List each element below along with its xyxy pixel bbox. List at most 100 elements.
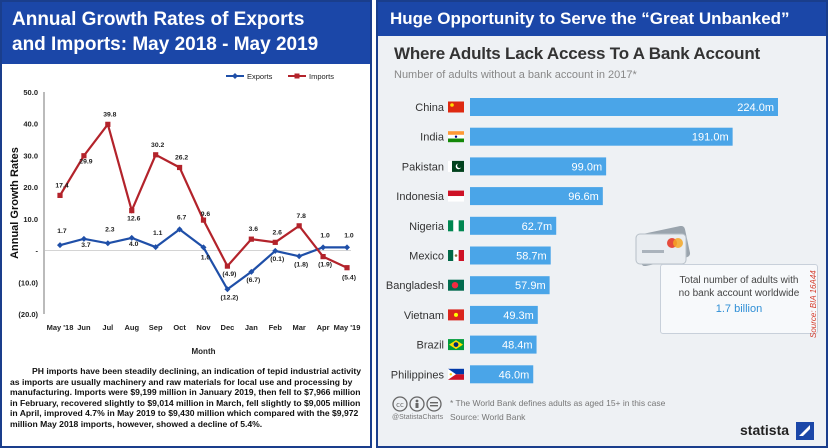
bar-chart-subtitle: Number of adults without a bank account …: [394, 69, 637, 81]
bar-value-label: 58.7m: [516, 251, 547, 263]
bar-value-label: 62.7m: [522, 221, 553, 233]
y-tick-label: 10.0: [23, 215, 38, 224]
y-tick-label: 40.0: [23, 120, 38, 129]
import-point: [344, 265, 350, 271]
export-point: [224, 286, 231, 293]
data-label: (4.9): [222, 271, 236, 278]
philippines-flag-icon: [448, 368, 464, 380]
export-point: [320, 244, 327, 251]
data-label: 1.0: [320, 232, 330, 239]
bar-category-label: Pakistan: [402, 161, 444, 173]
x-tick-label: Aug: [124, 323, 139, 332]
statista-infographic: Where Adults Lack Access To A Bank Accou…: [378, 36, 826, 446]
right-header: Huge Opportunity to Serve the “Great Unb…: [378, 2, 826, 36]
bar-value-label: 49.3m: [503, 310, 534, 322]
data-label: 2.6: [273, 229, 283, 236]
image-credit: Source: BIA 16A44: [809, 270, 818, 338]
bar-vietnam: [470, 305, 538, 324]
bar-indonesia: [470, 187, 603, 206]
export-point: [57, 242, 63, 249]
left-title-line-2: and Imports: May 2018 - May 2019: [12, 34, 319, 55]
import-point: [320, 253, 326, 260]
import-point: [296, 223, 302, 229]
bar-value-label: 96.6m: [568, 191, 599, 203]
data-label: 1.7: [57, 228, 67, 235]
nigeria-flag-icon: [448, 220, 464, 232]
bar-bangladesh: [470, 276, 550, 295]
export-point: [176, 226, 183, 233]
growth-line-chart: 50.0 40.0 30.0 20.0 10.0 - (10.0) (20.0) May '18…: [2, 64, 370, 364]
import-point: [248, 236, 254, 242]
x-tick-label: May '19: [334, 323, 361, 332]
svg-text:cc: cc: [396, 401, 404, 409]
y-tick-label: (20.0): [18, 310, 38, 319]
export-point: [248, 268, 255, 275]
statista-brand: statista: [740, 422, 790, 438]
legend-label-exports: Exports: [247, 72, 273, 81]
info-line-1: Total number of adults with: [679, 275, 799, 286]
data-label: (1.9): [318, 262, 332, 269]
info-value: 1.7 billion: [715, 303, 763, 315]
x-tick-label: Oct: [173, 323, 186, 332]
data-label: 4.0: [129, 241, 139, 248]
y-tick-label: 50.0: [23, 88, 38, 97]
pakistan-flag-icon: [448, 160, 464, 172]
data-label: 29.9: [79, 159, 92, 166]
bar-category-label: India: [420, 132, 445, 144]
bar-value-label: 191.0m: [692, 132, 729, 144]
data-label: 3.7: [81, 242, 91, 249]
brazil-flag-icon: [448, 339, 464, 351]
vietnam-flag-icon: [448, 309, 464, 321]
bar-mexico: [470, 246, 551, 265]
creative-commons-icon: cc: [392, 396, 442, 412]
x-tick-label: Mar: [292, 323, 305, 332]
bar-category-label: Mexico: [409, 251, 444, 263]
bar-value-label: 48.4m: [502, 340, 533, 352]
bar-pakistan: [470, 157, 607, 176]
legend-marker: [294, 73, 300, 79]
bar-category-label: Philippines: [391, 369, 445, 381]
bar-value-label: 99.0m: [572, 161, 603, 173]
export-point: [296, 253, 303, 260]
export-point: [344, 244, 350, 251]
import-point: [176, 164, 183, 171]
china-flag-icon: [448, 101, 464, 113]
x-tick-label: Apr: [317, 323, 330, 332]
unbanked-bar-chart: China 224.0m India 191.0m Pakistan 99.0m Indon…: [378, 92, 826, 392]
data-label: 30.2: [151, 142, 164, 149]
bar-chart-source: Source: World Bank: [450, 412, 526, 422]
bar-chart-footnote: * The World Bank defines adults as aged …: [450, 398, 666, 408]
data-label: (5.4): [342, 275, 356, 282]
import-point: [81, 153, 87, 159]
export-point: [152, 244, 159, 251]
statista-handle: @StatistaCharts: [392, 414, 444, 421]
left-panel: Annual Growth Rates of Exports and Impor…: [0, 0, 372, 448]
bar-category-label: Bangladesh: [386, 280, 444, 292]
x-tick-label: Jul: [102, 323, 113, 332]
legend-label-imports: Imports: [309, 72, 334, 81]
paragraph-text: PH imports have been steadily declining,…: [10, 366, 362, 429]
x-tick-label: Jun: [77, 323, 91, 332]
bar-value-label: 57.9m: [515, 280, 546, 292]
total-unbanked-box: Total number of adults with no bank acco…: [660, 264, 818, 334]
y-tick-label: (10.0): [18, 278, 38, 287]
x-tick-label: Dec: [221, 323, 235, 332]
bar-category-label: Brazil: [416, 340, 444, 352]
data-label: (0.1): [270, 256, 284, 263]
left-header: Annual Growth Rates of Exports and Impor…: [2, 2, 370, 64]
x-tick-label: Sep: [149, 323, 163, 332]
y-tick-label: 30.0: [23, 151, 38, 160]
indonesia-flag-icon: [448, 190, 464, 202]
export-point: [200, 244, 207, 251]
infographic-footer: cc @StatistaCharts * The World Bank defi…: [378, 392, 826, 446]
left-title-line-1: Annual Growth Rates of Exports: [12, 9, 305, 30]
export-point: [80, 235, 87, 242]
legend-marker: [232, 73, 238, 79]
import-point: [153, 152, 159, 158]
export-point: [128, 234, 135, 241]
info-line-2: no bank account worldwide: [678, 288, 800, 299]
import-point: [272, 239, 278, 245]
bar-category-label: Indonesia: [396, 191, 445, 203]
bar-brazil: [470, 335, 537, 354]
bar-value-label: 224.0m: [737, 102, 774, 114]
